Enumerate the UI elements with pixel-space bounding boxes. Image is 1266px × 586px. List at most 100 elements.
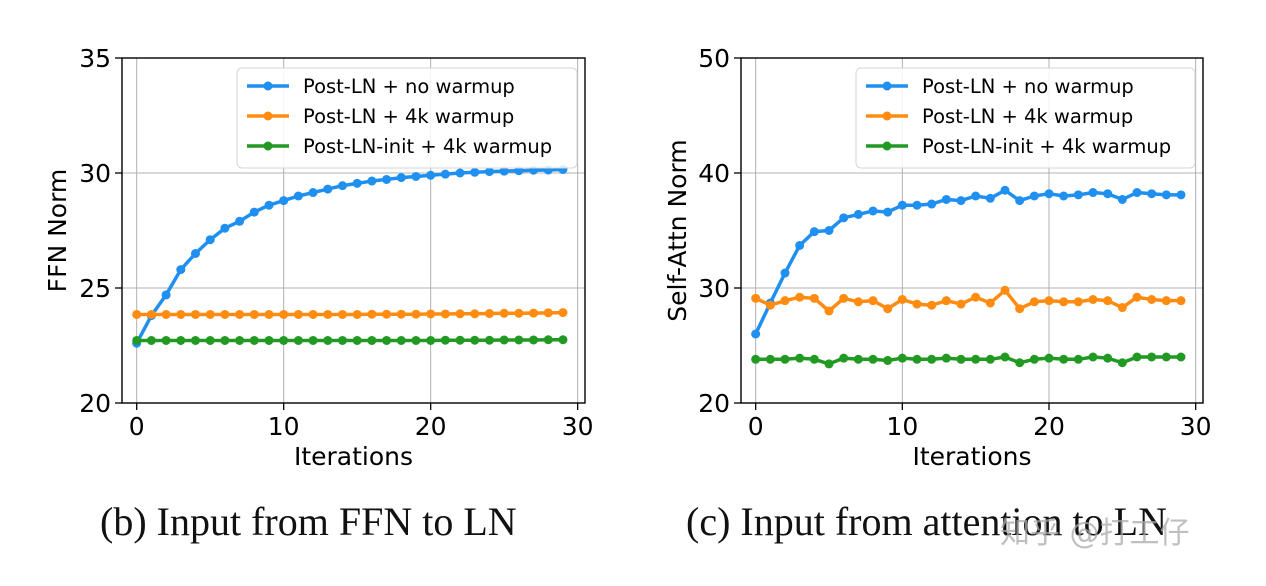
data-point-s1-9 xyxy=(883,304,893,314)
data-point-s1-22 xyxy=(1073,297,1083,307)
x-tick-label: 10 xyxy=(268,412,300,441)
data-point-s2-16 xyxy=(985,354,995,364)
data-point-s1-10 xyxy=(279,309,289,319)
data-point-s1-11 xyxy=(293,309,303,319)
data-point-s1-25 xyxy=(1117,303,1127,313)
caption-c: (c) Input from attention to LN xyxy=(686,499,1167,544)
data-point-s2-6 xyxy=(839,353,849,363)
data-point-s0-6 xyxy=(220,223,230,233)
data-point-s1-16 xyxy=(985,298,995,308)
data-point-s2-9 xyxy=(883,355,893,365)
data-point-s0-19 xyxy=(1029,191,1039,201)
data-point-s0-25 xyxy=(1117,194,1127,204)
chart-panel-c: 0 10 20 30 20 30 40 50 Iterations Self-Attn Norm P… xyxy=(663,44,1212,471)
legend-label-1: Post-LN + 4k warmup xyxy=(922,105,1133,128)
x-tick-label: 0 xyxy=(748,412,764,441)
data-point-s0-20 xyxy=(426,170,436,180)
axes-frame xyxy=(121,57,586,404)
data-point-s1-13 xyxy=(941,296,951,306)
data-point-s2-12 xyxy=(308,335,318,345)
legend-swatch-marker-1 xyxy=(882,111,892,121)
data-point-s2-4 xyxy=(190,335,200,345)
data-point-s2-24 xyxy=(1103,353,1113,363)
data-point-s0-16 xyxy=(985,193,995,203)
data-point-s2-29 xyxy=(558,335,568,345)
data-point-s0-11 xyxy=(293,191,303,201)
data-point-s2-11 xyxy=(293,335,303,345)
data-point-s1-4 xyxy=(809,293,819,303)
series-line-0 xyxy=(754,188,1181,335)
data-point-s0-18 xyxy=(396,173,406,183)
data-point-s0-10 xyxy=(897,200,907,210)
data-point-s2-15 xyxy=(352,335,362,345)
data-point-s0-6 xyxy=(839,213,849,223)
data-point-s2-19 xyxy=(1029,354,1039,364)
data-point-s1-26 xyxy=(514,308,524,318)
x-axis-label: Iterations xyxy=(912,442,1031,471)
data-point-s0-15 xyxy=(352,178,362,188)
data-point-s1-10 xyxy=(897,295,907,304)
data-point-s1-24 xyxy=(484,309,494,319)
data-point-s0-9 xyxy=(883,207,893,217)
data-point-s1-23 xyxy=(1088,295,1098,304)
data-point-s1-24 xyxy=(1103,296,1113,306)
data-point-s1-14 xyxy=(337,309,347,319)
data-point-s1-18 xyxy=(1015,304,1025,314)
data-point-s0-12 xyxy=(308,188,318,198)
data-point-s0-24 xyxy=(484,167,494,177)
data-point-s1-4 xyxy=(190,309,200,319)
data-point-s1-1 xyxy=(765,300,775,310)
data-point-s2-10 xyxy=(897,353,907,363)
data-point-s2-26 xyxy=(1132,352,1142,362)
data-point-s0-27 xyxy=(1147,189,1157,199)
data-point-s1-2 xyxy=(161,309,171,319)
data-point-s1-2 xyxy=(780,296,790,306)
data-point-s1-28 xyxy=(543,308,553,318)
data-point-s1-8 xyxy=(868,296,878,306)
data-point-s2-12 xyxy=(927,354,937,364)
data-point-s1-3 xyxy=(795,292,805,302)
data-point-s2-17 xyxy=(1000,352,1010,362)
data-point-s1-27 xyxy=(1147,295,1157,304)
data-point-s1-8 xyxy=(249,309,259,319)
data-point-s0-2 xyxy=(780,268,790,278)
data-point-s0-14 xyxy=(337,181,347,191)
data-point-s1-25 xyxy=(499,308,509,318)
data-point-s0-21 xyxy=(440,169,450,179)
series-line-1 xyxy=(136,310,563,317)
data-point-s2-21 xyxy=(440,335,450,345)
data-point-s1-19 xyxy=(1029,297,1039,307)
data-point-s1-21 xyxy=(440,309,450,319)
legend-swatch-marker-2 xyxy=(882,141,892,151)
data-point-s2-8 xyxy=(868,354,878,364)
data-point-s2-13 xyxy=(323,335,333,345)
data-point-s1-27 xyxy=(529,308,539,318)
legend-box xyxy=(236,67,578,169)
data-point-s1-14 xyxy=(956,299,966,309)
data-point-s2-26 xyxy=(514,335,524,345)
data-point-s1-3 xyxy=(176,309,186,319)
legend-swatch-marker-0 xyxy=(263,81,273,91)
legend-box xyxy=(855,67,1196,169)
data-point-s0-23 xyxy=(1088,188,1098,198)
x-tick-label: 20 xyxy=(1033,412,1065,441)
data-point-s1-12 xyxy=(927,300,937,310)
data-point-s2-14 xyxy=(337,335,347,345)
data-point-s1-6 xyxy=(220,309,230,319)
data-point-s2-29 xyxy=(1176,352,1186,362)
data-point-s1-0 xyxy=(751,293,761,303)
x-axis-label: Iterations xyxy=(294,442,413,471)
data-point-s0-3 xyxy=(795,240,805,250)
data-point-s1-0 xyxy=(132,309,142,319)
y-tick-label: 30 xyxy=(698,274,730,303)
data-point-s0-7 xyxy=(235,216,245,226)
legend-label-0: Post-LN + no warmup xyxy=(922,75,1134,98)
data-point-s0-22 xyxy=(1073,190,1083,200)
data-point-s2-23 xyxy=(470,335,480,345)
data-point-s2-3 xyxy=(795,353,805,363)
data-point-s0-23 xyxy=(470,167,480,177)
legend-swatch-marker-1 xyxy=(263,111,273,121)
data-point-s1-7 xyxy=(235,309,245,319)
data-point-s2-1 xyxy=(146,335,156,345)
data-point-s2-5 xyxy=(824,359,834,369)
